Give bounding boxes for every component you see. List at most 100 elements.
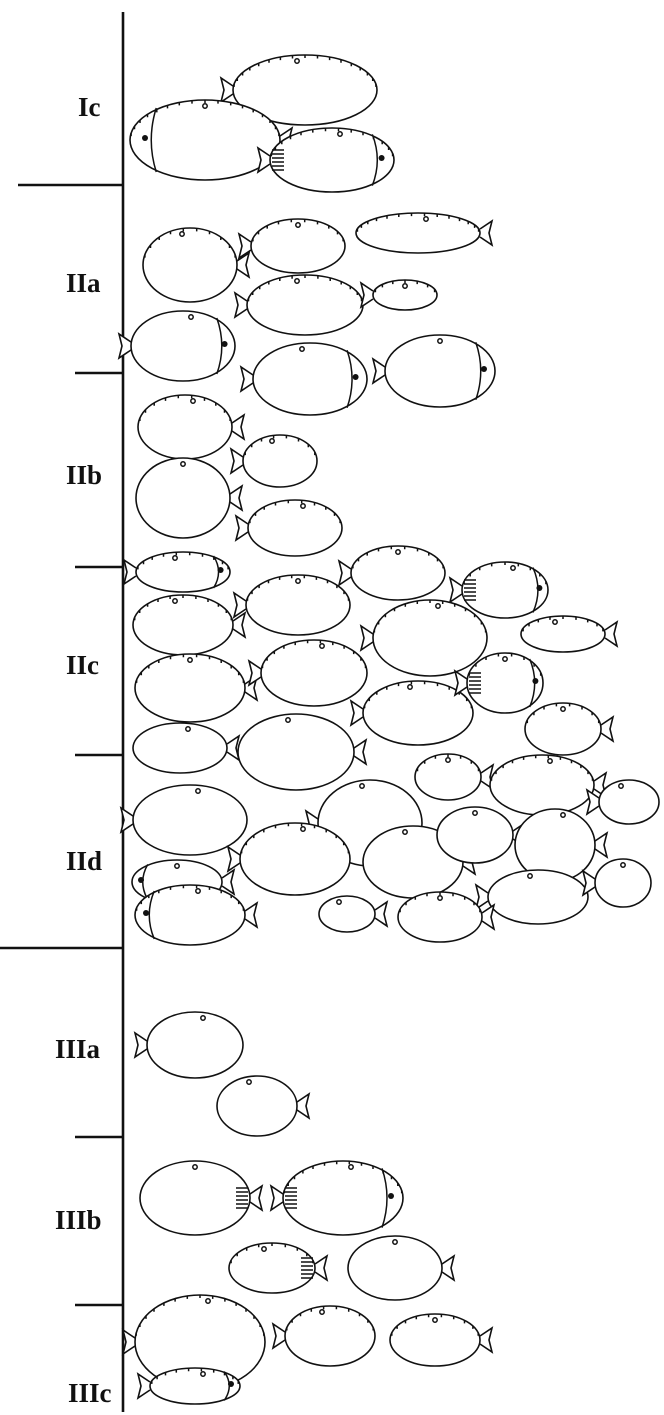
- fin-hatching: [286, 1306, 374, 1331]
- fish-pendant: [256, 127, 395, 193]
- fin-hatching: [130, 100, 280, 137]
- group-label-iiib: IIIb: [55, 1205, 102, 1235]
- fish-body: [137, 394, 233, 460]
- fin-hatching: [363, 681, 473, 709]
- fish-pendant: [136, 1367, 241, 1405]
- fish-tail: [232, 591, 247, 619]
- fish-pendant: [436, 806, 527, 864]
- suspension-hole: [295, 222, 301, 228]
- fish-tail: [441, 1254, 456, 1282]
- fin-hatching: [135, 1295, 265, 1336]
- fish-pendant: [520, 615, 619, 653]
- suspension-hole: [300, 503, 306, 509]
- fish-pendant: [239, 342, 368, 416]
- fish-pendant: [233, 274, 364, 336]
- eye-icon: [142, 135, 148, 141]
- fish-tail: [594, 831, 609, 859]
- suspension-hole: [172, 555, 178, 561]
- suspension-hole: [269, 438, 275, 444]
- fish-tail: [371, 357, 386, 385]
- fish-tail: [296, 1092, 311, 1120]
- fish-body: [242, 434, 318, 488]
- suspension-hole: [437, 338, 443, 344]
- gill-line: [148, 890, 155, 940]
- gill-line: [346, 349, 353, 409]
- fish-pendant: [448, 561, 549, 619]
- fish-pendant: [371, 334, 496, 408]
- fish-pendant: [234, 499, 343, 557]
- fish-body: [250, 218, 346, 274]
- fish-body: [142, 227, 238, 303]
- suspension-hole: [392, 1239, 398, 1245]
- fish-body: [284, 1305, 376, 1367]
- fish-pendant: [133, 1011, 244, 1079]
- fish-body: [436, 806, 514, 864]
- gill-line: [150, 107, 157, 173]
- suspension-hole: [299, 346, 305, 352]
- fish-tail: [314, 1254, 329, 1282]
- fin-hatching: [133, 595, 233, 621]
- group-label-ic: Ic: [78, 92, 101, 122]
- fin-hatching: [135, 654, 245, 683]
- fish-tail: [581, 869, 596, 897]
- fin-hatching: [526, 703, 600, 724]
- fish-pendant: [119, 784, 248, 856]
- striped-tail-hatching: [469, 672, 481, 694]
- fish-body: [489, 754, 595, 816]
- fish-body: [260, 639, 368, 707]
- fish-body: [466, 652, 544, 714]
- group-label-iiic: IIIc: [68, 1378, 112, 1408]
- fish-pendant: [132, 594, 247, 656]
- fish-tail: [448, 576, 463, 604]
- fish-body: [246, 274, 364, 336]
- fish-pendant: [514, 808, 609, 882]
- suspension-hole: [285, 717, 291, 723]
- eye-icon: [388, 1193, 394, 1199]
- fish-body: [132, 784, 248, 856]
- fish-body: [384, 334, 496, 408]
- suspension-hole: [261, 1246, 267, 1252]
- fin-hatching: [522, 616, 604, 632]
- fin-hatching: [244, 435, 316, 456]
- fish-body: [461, 561, 549, 619]
- suspension-hole: [200, 1371, 206, 1377]
- fin-hatching: [139, 395, 231, 421]
- suspension-hole: [246, 1079, 252, 1085]
- fish-tail: [374, 900, 389, 928]
- fish-tail: [479, 1326, 494, 1354]
- fish-body: [139, 1160, 251, 1236]
- striped-tail-hatching: [301, 1257, 313, 1279]
- fish-group: [117, 54, 660, 1405]
- fish-pendant: [137, 394, 246, 460]
- fish-body: [252, 342, 368, 416]
- fish-pendant: [318, 895, 389, 933]
- suspension-hole: [510, 565, 516, 571]
- fish-body: [134, 884, 246, 946]
- gill-line: [371, 134, 379, 186]
- fish-pendant: [397, 891, 496, 943]
- fish-pendant: [359, 279, 438, 311]
- fish-pendant: [134, 653, 259, 723]
- fish-body: [135, 551, 231, 593]
- fish-body: [135, 457, 231, 539]
- suspension-hole: [348, 1164, 354, 1170]
- eye-icon: [228, 1381, 234, 1387]
- suspension-hole: [336, 899, 342, 905]
- fish-pendant: [134, 884, 259, 946]
- fish-tail: [239, 365, 254, 393]
- fish-body: [269, 127, 395, 193]
- fish-tail: [249, 1184, 264, 1212]
- suspension-hole: [502, 656, 508, 662]
- fish-tail: [122, 558, 137, 586]
- fin-hatching: [391, 1314, 479, 1336]
- suspension-hole: [547, 758, 553, 764]
- fish-body: [149, 1367, 241, 1405]
- group-label-iic: IIc: [66, 650, 99, 680]
- fin-hatching: [399, 892, 481, 913]
- fish-pendant: [135, 457, 244, 539]
- suspension-hole: [200, 1015, 206, 1021]
- fin-hatching: [247, 275, 363, 302]
- fish-pendant: [389, 1313, 494, 1367]
- eye-icon: [352, 374, 359, 380]
